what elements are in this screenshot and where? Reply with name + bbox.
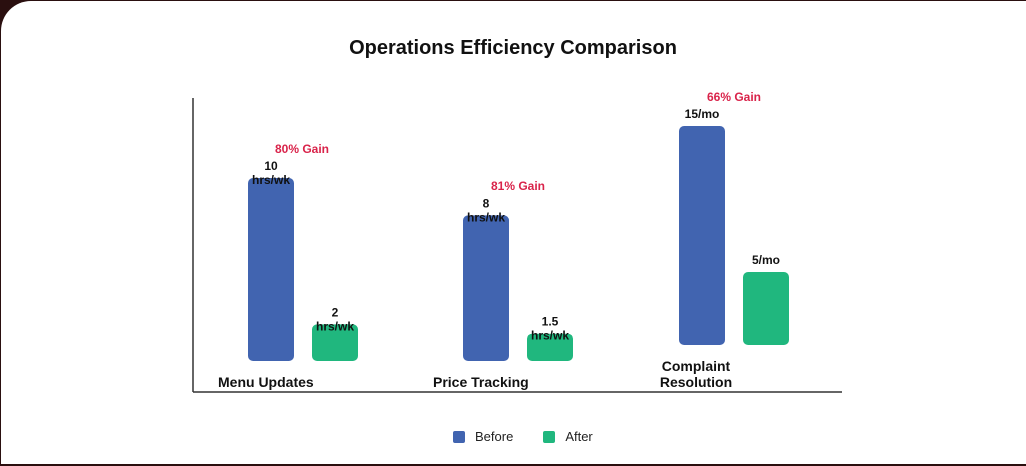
legend-label-before: Before — [475, 429, 514, 444]
legend-swatch-before — [453, 430, 465, 443]
bar-value-label: 8 — [483, 196, 490, 210]
bar-after — [312, 324, 358, 361]
bar-value-label: 10 — [264, 159, 278, 173]
chart-title: Operations Efficiency Comparison — [349, 37, 677, 59]
bar-value-label: 15/mo — [685, 107, 720, 121]
legend-item-before: Before — [453, 429, 513, 444]
bar-before — [679, 126, 725, 345]
bar-value-label: 5/mo — [752, 253, 780, 267]
bar-value-label: 2 — [332, 305, 339, 319]
bar-before — [248, 178, 294, 361]
bar-after — [743, 272, 789, 345]
legend-swatch-after — [543, 430, 556, 443]
bar-value-label: hrs/wk — [467, 210, 505, 224]
bar-after — [527, 333, 573, 361]
legend: Before After — [453, 429, 623, 444]
bar-value-label: hrs/wk — [531, 329, 569, 343]
category-label: Complaint — [662, 358, 731, 374]
legend-label-after: After — [565, 429, 593, 444]
gain-annotation: 80% Gain — [275, 142, 329, 156]
category-label: Price Tracking — [433, 374, 529, 390]
gain-annotation: 66% Gain — [707, 90, 761, 104]
category-label: Resolution — [660, 374, 732, 390]
bar-value-label: hrs/wk — [252, 173, 290, 187]
bar-value-label: hrs/wk — [316, 319, 354, 333]
bar-before — [463, 215, 509, 361]
category-label: Menu Updates — [218, 374, 314, 390]
legend-item-after: After — [543, 429, 593, 444]
bar-value-label: 1.5 — [542, 315, 559, 329]
gain-annotation: 81% Gain — [491, 179, 545, 193]
